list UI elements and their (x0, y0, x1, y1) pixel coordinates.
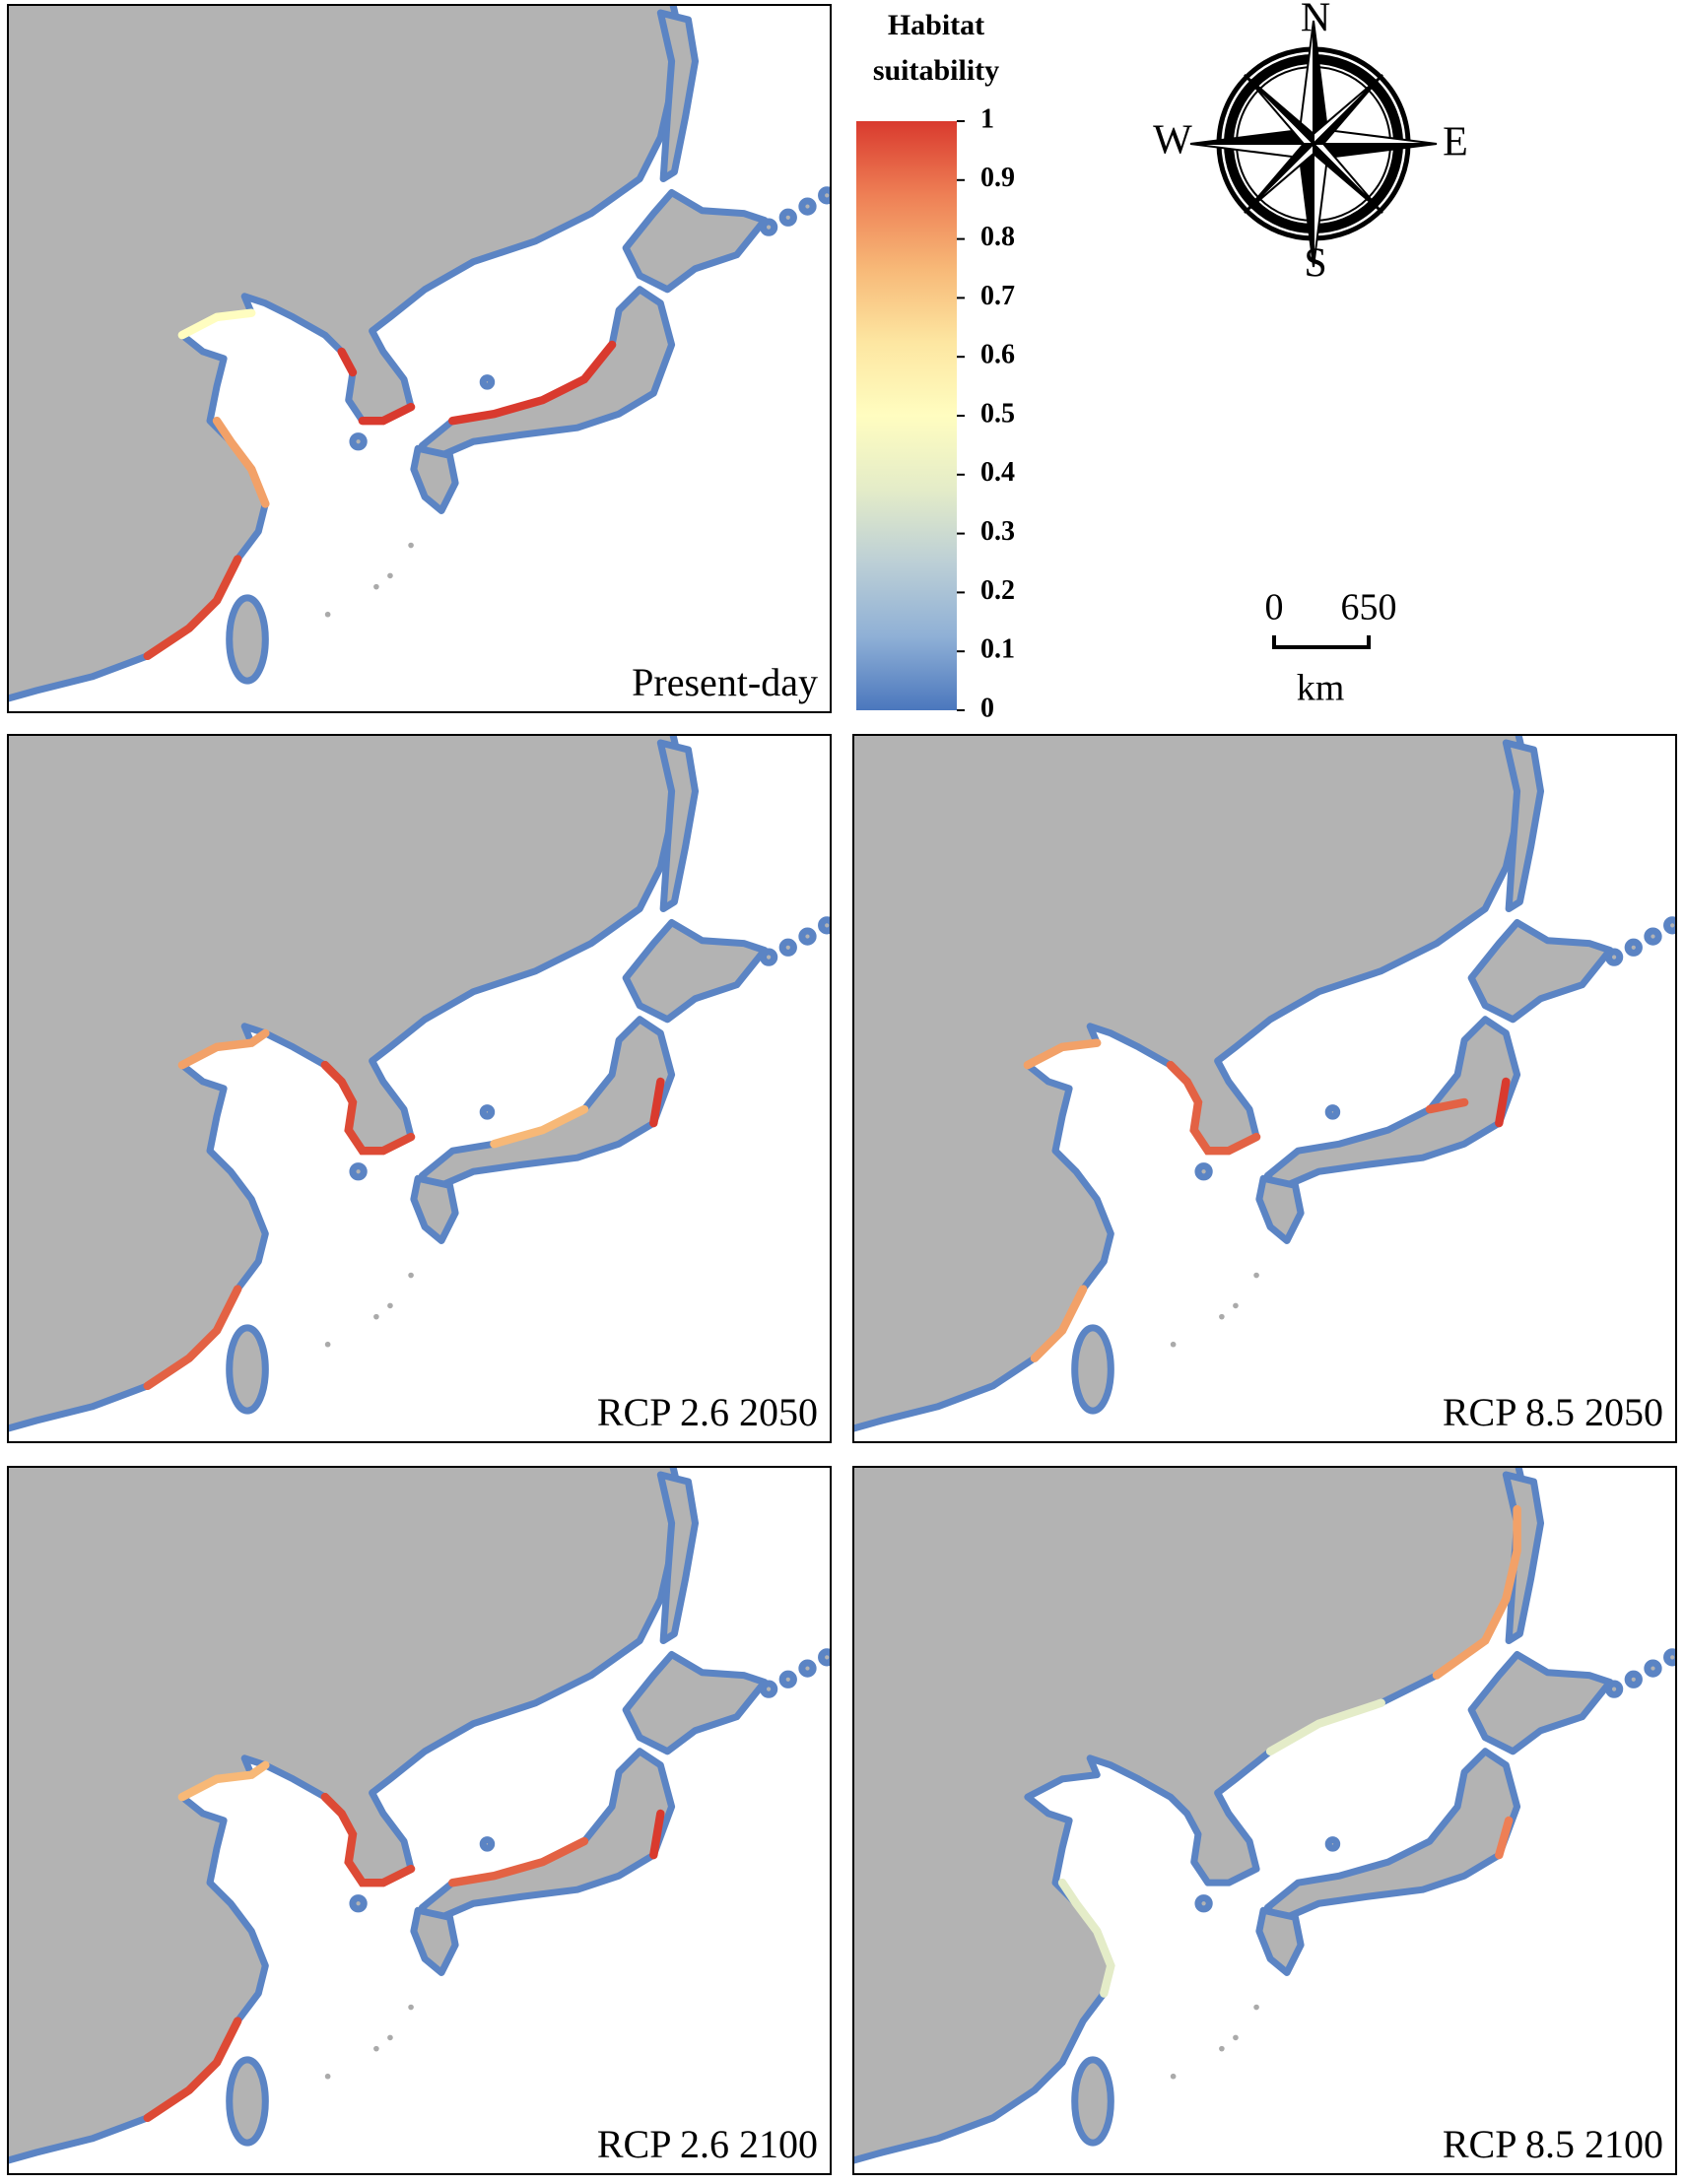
scale-unit: km (1297, 668, 1345, 709)
panel-label: RCP 2.6 2100 (596, 2122, 818, 2166)
compass (1189, 20, 1438, 268)
colorbar-tick-label: 0.3 (980, 516, 1015, 547)
panel-label: RCP 8.5 2100 (1442, 2122, 1663, 2166)
map-panel: RCP 8.5 2050 (852, 734, 1677, 1443)
colorbar (856, 121, 957, 710)
panel-label: RCP 8.5 2050 (1442, 1390, 1663, 1434)
legend: Habitat suitability N E S W 0 650 km 0 0.… (856, 0, 1468, 719)
colorbar-tick-label: 0.6 (980, 340, 1015, 370)
colorbar-tick-label: 0.8 (980, 222, 1015, 252)
colorbar-tick-label: 0.9 (980, 163, 1015, 193)
map (854, 1468, 1675, 2173)
map-panel: RCP 2.6 2100 (7, 1466, 832, 2175)
compass-south: S (1304, 241, 1326, 287)
legend-title: Habitat (888, 9, 984, 41)
colorbar-tick-label: 0.7 (980, 281, 1015, 311)
panel-label: RCP 2.6 2050 (596, 1390, 818, 1434)
map (9, 1468, 830, 2173)
compass-west: W (1153, 118, 1192, 164)
map (854, 736, 1675, 1441)
colorbar-tick-label: 0.4 (980, 457, 1015, 488)
map-panel: RCP 8.5 2100 (852, 1466, 1677, 2175)
colorbar-tick-label: 0.2 (980, 575, 1015, 606)
map (9, 6, 830, 711)
colorbar-tick-label: 1 (980, 103, 994, 134)
compass-north: N (1301, 0, 1330, 41)
panel-label: Present-day (632, 660, 818, 704)
compass-east: E (1443, 120, 1468, 165)
scale-bar (1272, 635, 1371, 649)
map-panel: RCP 2.6 2050 (7, 734, 832, 1443)
map-panel: Present-day (7, 4, 832, 713)
colorbar-tick-label: 0.5 (980, 398, 1015, 429)
scale-label: 650 (1341, 587, 1397, 629)
colorbar-tick-label: 0 (980, 693, 994, 719)
map (9, 736, 830, 1441)
legend-title: suitability (873, 54, 999, 87)
colorbar-tick-label: 0.1 (980, 634, 1015, 665)
scale-label: 0 (1265, 587, 1284, 629)
